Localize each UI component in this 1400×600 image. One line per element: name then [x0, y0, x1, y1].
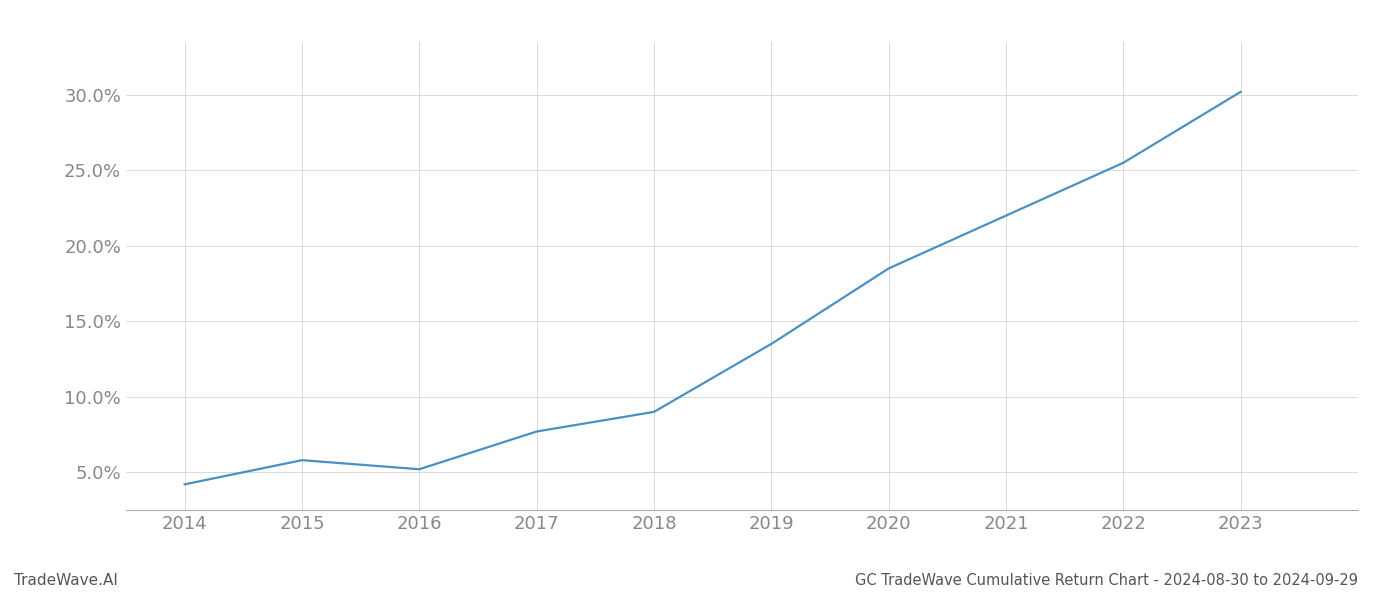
- Text: TradeWave.AI: TradeWave.AI: [14, 573, 118, 588]
- Text: GC TradeWave Cumulative Return Chart - 2024-08-30 to 2024-09-29: GC TradeWave Cumulative Return Chart - 2…: [855, 573, 1358, 588]
